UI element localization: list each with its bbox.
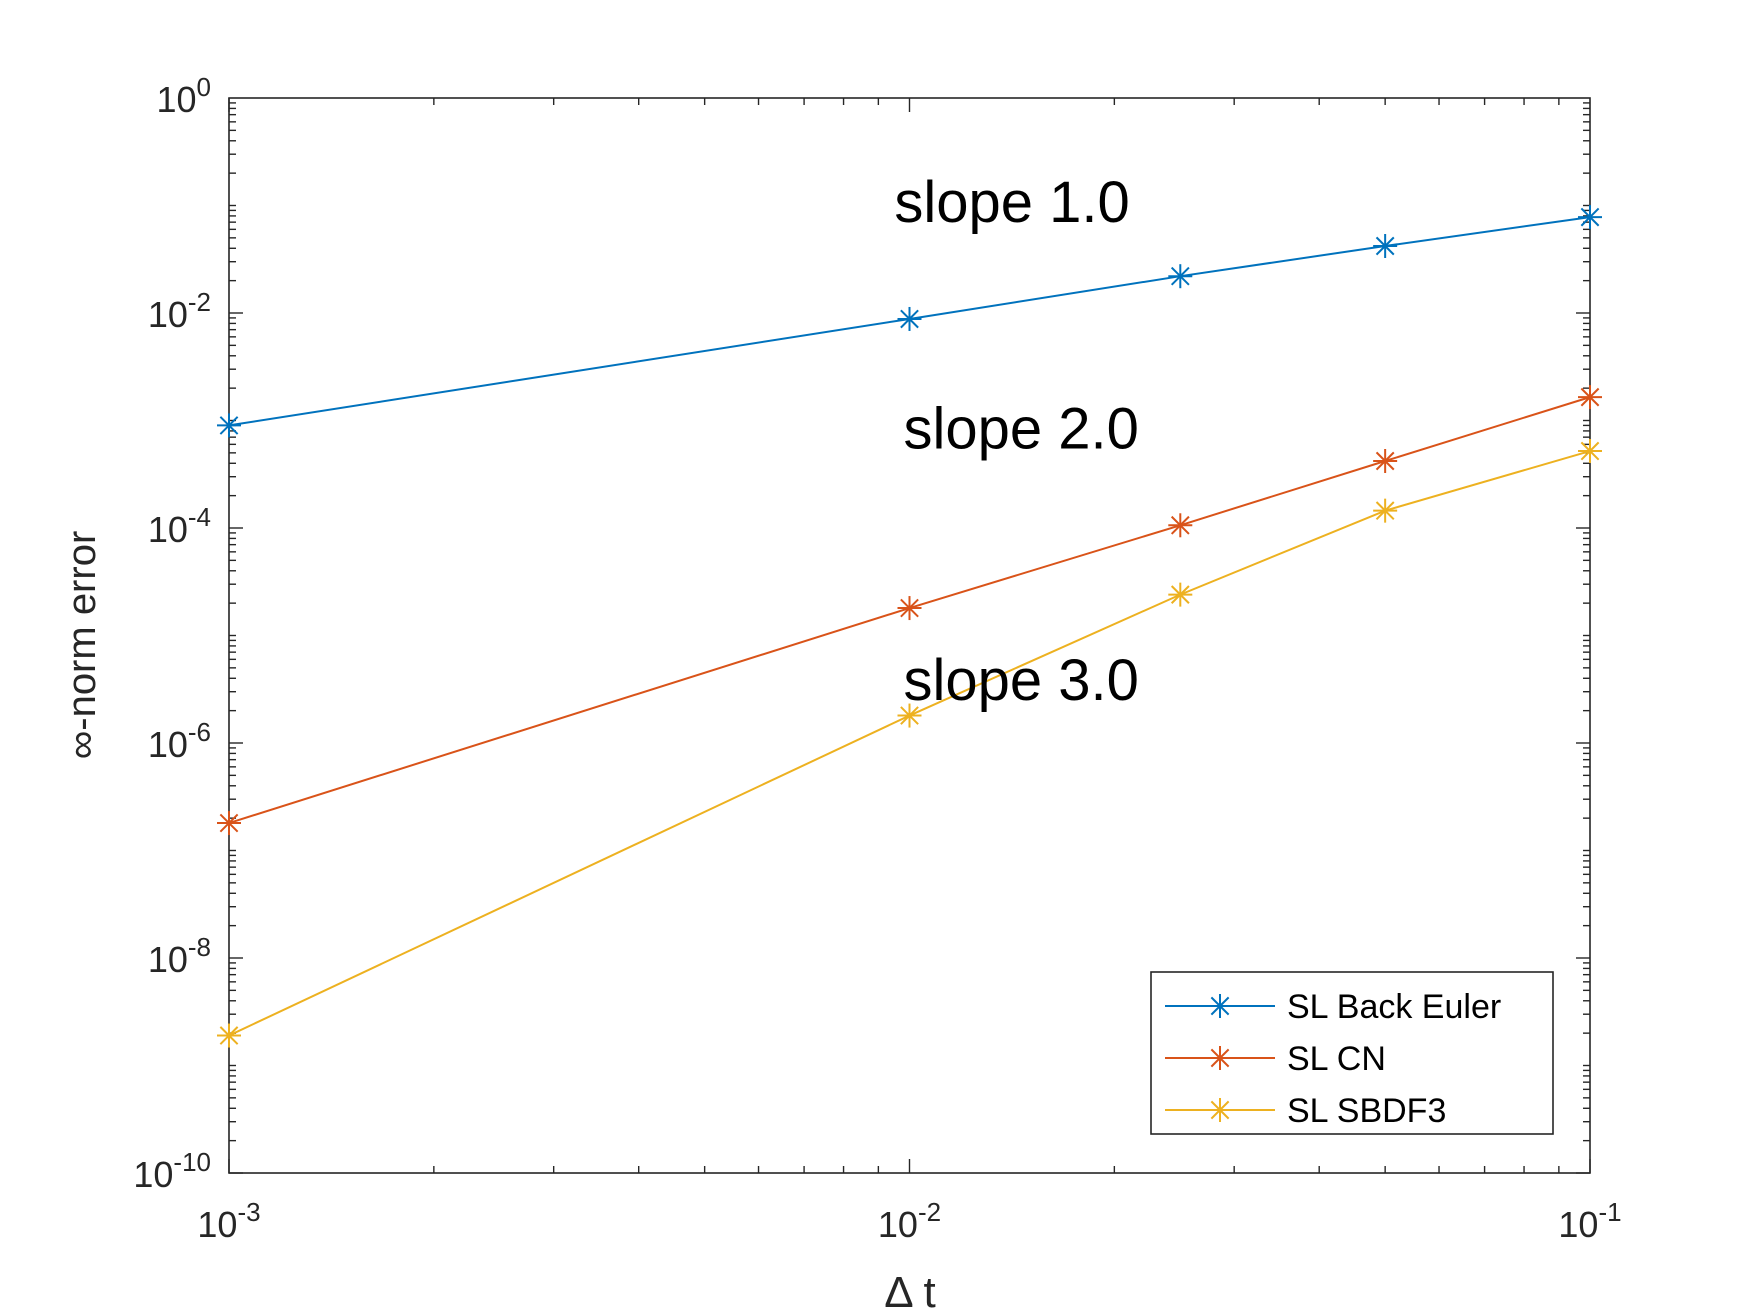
legend-item[interactable]: SL CN <box>1165 1040 1386 1078</box>
legend-item[interactable]: SL Back Euler <box>1165 988 1501 1026</box>
series-1 <box>217 385 1602 836</box>
slope-annotation: slope 2.0 <box>904 396 1139 461</box>
legend-item[interactable]: SL SBDF3 <box>1165 1092 1446 1130</box>
tick-labels: 10-3 10-2 10-1 100 10-2 10-4 10-6 10-8 10-10 <box>133 72 1621 1245</box>
x-tick-label: 10-3 <box>197 1197 260 1245</box>
data-point-marker <box>897 596 922 621</box>
legend-box <box>1150 971 1554 1135</box>
series-0 <box>217 205 1602 438</box>
y-tick-label: 10-4 <box>148 502 211 550</box>
x-tick-label: 10-1 <box>1558 1197 1621 1245</box>
data-point-marker <box>897 306 922 331</box>
x-tick-label: 10-2 <box>878 1197 941 1245</box>
slope-annotation: slope 1.0 <box>894 170 1129 235</box>
data-point-marker <box>897 703 922 728</box>
data-point-marker <box>217 413 241 438</box>
legend-label: SL Back Euler <box>1287 988 1501 1026</box>
y-tick-label: 10-6 <box>148 717 211 765</box>
y-tick-label: 100 <box>156 72 211 120</box>
y-tick-label: 10-8 <box>148 932 211 980</box>
y-tick-label: 10-10 <box>133 1147 211 1195</box>
data-point-marker <box>1373 234 1398 259</box>
y-tick-label: 10-2 <box>148 287 211 335</box>
legend-label: SL CN <box>1287 1040 1386 1078</box>
slope-annotation: slope 3.0 <box>904 648 1139 713</box>
data-point-marker <box>1578 205 1602 230</box>
data-point-marker <box>217 811 241 836</box>
plot-series <box>217 205 1602 1048</box>
legend[interactable]: SL Back Euler SL CN SL SBDF3 <box>1150 971 1554 1135</box>
data-point-marker <box>1578 385 1602 410</box>
series-2 <box>217 439 1602 1048</box>
data-point-marker <box>1373 498 1398 523</box>
data-point-marker <box>1168 264 1193 289</box>
tick-marks <box>228 98 1591 1174</box>
data-point-marker <box>1168 513 1193 538</box>
y-axis-label: ∞-norm error <box>60 531 104 760</box>
data-point-marker <box>1168 582 1193 607</box>
legend-marker <box>1208 994 1232 1018</box>
data-point-marker <box>217 1023 241 1048</box>
annotations: slope 1.0 slope 2.0 slope 3.0 <box>894 170 1139 713</box>
x-axis-label: Δ t <box>884 1268 935 1313</box>
legend-marker <box>1208 1046 1232 1070</box>
data-point-marker <box>1373 449 1398 474</box>
data-point-marker <box>1578 439 1602 464</box>
legend-label: SL SBDF3 <box>1287 1092 1446 1130</box>
legend-marker <box>1208 1098 1232 1122</box>
